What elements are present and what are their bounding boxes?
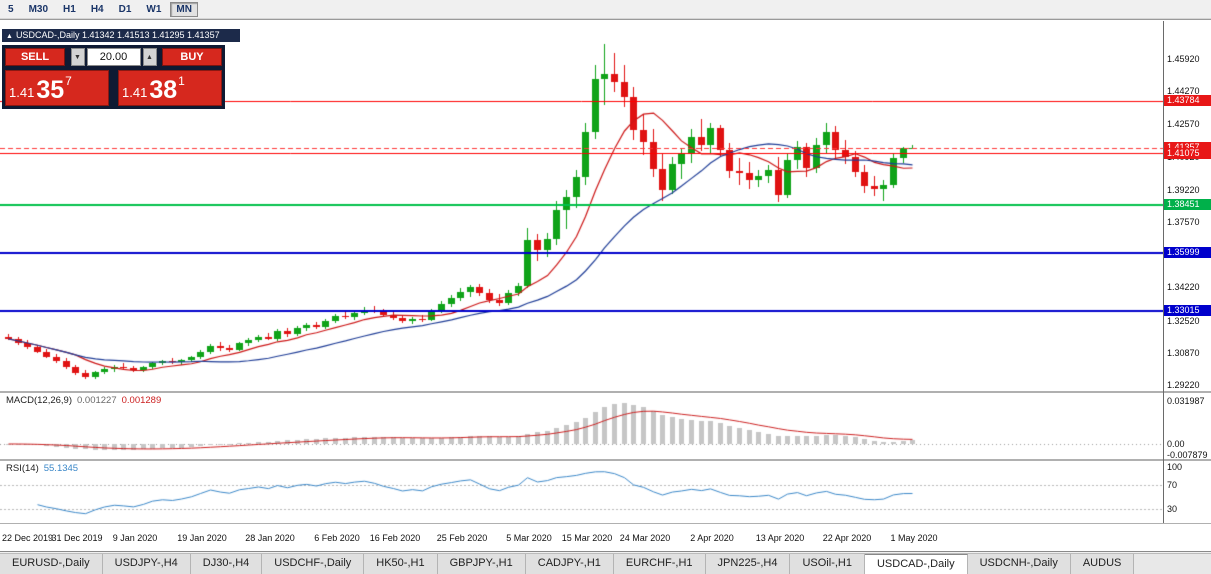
timeframe-button-h4[interactable]: H4 — [90, 3, 104, 15]
timeframe-toolbar: 5 M30 H1 H4 D1 W1 MN — [0, 0, 1211, 19]
price-line-label: 1.43784 — [1164, 95, 1211, 107]
date-axis-separator — [0, 523, 1211, 524]
macd-main-value: 0.001227 — [77, 395, 117, 406]
one-click-trade-panel: SELL ▼ ▲ BUY 1.41 35 7 1.41 38 1 — [2, 45, 225, 109]
date-tick-label: 22 Apr 2020 — [822, 533, 872, 543]
volume-input[interactable] — [86, 48, 141, 66]
chart-tab-hk50-h1[interactable]: HK50-,H1 — [364, 554, 438, 574]
macd-name: MACD(12,26,9) — [6, 395, 72, 406]
macd-panel-separator[interactable] — [0, 391, 1211, 393]
macd-indicator-label: MACD(12,26,9) 0.001227 0.001289 — [6, 395, 161, 406]
bid-price-big-figure: 1.41 — [9, 85, 35, 100]
date-tick-label: 1 May 2020 — [890, 533, 938, 543]
date-tick-label: 25 Feb 2020 — [436, 533, 488, 543]
price-line-label: 1.33015 — [1164, 305, 1211, 317]
date-tick-label: 31 Dec 2019 — [51, 533, 103, 543]
date-tick-label: 6 Feb 2020 — [314, 533, 360, 543]
price-line-label: 1.41075 — [1164, 147, 1211, 159]
rsi-indicator-label: RSI(14) 55.1345 — [6, 463, 78, 474]
chart-tab-usdcad-daily[interactable]: USDCAD-,Daily — [864, 554, 968, 574]
price-tick-label: 1.45920 — [1167, 53, 1200, 64]
timeframe-button-d1[interactable]: D1 — [118, 3, 132, 15]
chart-tab-bar: EURUSD-,Daily USDJPY-,H4 DJ30-,H4 USDCHF-,D… — [0, 553, 1211, 574]
price-tick-label: 1.44270 — [1167, 86, 1200, 97]
price-line-label: 1.35999 — [1164, 247, 1211, 259]
price-tick-label: 1.39220 — [1167, 184, 1200, 195]
timeframe-button-w1[interactable]: W1 — [146, 3, 162, 15]
chart-tab-cadjpy-h1[interactable]: CADJPY-,H1 — [525, 554, 614, 574]
chart-tab-usoil-h1[interactable]: USOil-,H1 — [790, 554, 865, 574]
date-tick-label: 2 Apr 2020 — [690, 533, 734, 543]
volume-increase-button[interactable]: ▲ — [142, 48, 157, 66]
date-tick-label: 22 Dec 2019 — [2, 533, 54, 543]
rsi-axis-label: 70 — [1167, 480, 1178, 490]
macd-indicator-canvas[interactable] — [0, 393, 1163, 459]
chart-tab-dj30-h4[interactable]: DJ30-,H4 — [190, 554, 263, 574]
rsi-axis-label: 30 — [1167, 504, 1178, 514]
chart-ohlc-text: USDCAD-,Daily 1.41342 1.41513 1.41295 1.… — [15, 30, 220, 40]
rsi-axis-label: 100 — [1167, 462, 1183, 472]
macd-axis-label: -0.007879 — [1167, 449, 1208, 460]
volume-decrease-button[interactable]: ▼ — [70, 48, 85, 66]
date-tick-label: 15 Mar 2020 — [561, 533, 613, 543]
macd-signal-value: 0.001289 — [121, 395, 162, 406]
price-tick-label: 1.42570 — [1167, 119, 1200, 130]
price-axis-divider — [1163, 21, 1164, 523]
date-tick-label: 9 Jan 2020 — [112, 533, 158, 543]
trade-panel-price-row: 1.41 35 7 1.41 38 1 — [5, 70, 222, 106]
price-tick-label: 1.37570 — [1167, 216, 1200, 227]
timeframe-button-m30[interactable]: M30 — [28, 3, 49, 15]
macd-axis-label: 0.00 — [1167, 438, 1185, 449]
timeframe-button-5[interactable]: 5 — [8, 3, 14, 15]
date-tick-label: 19 Jan 2020 — [177, 533, 227, 543]
date-axis: 22 Dec 2019 31 Dec 2019 9 Jan 2020 19 Jan 2… — [0, 524, 1211, 551]
sell-button[interactable]: SELL — [5, 48, 65, 66]
date-tick-label: 24 Mar 2020 — [619, 533, 671, 543]
macd-axis-label: 0.031987 — [1167, 396, 1205, 407]
rsi-name: RSI(14) — [6, 463, 39, 474]
rsi-indicator-canvas[interactable] — [0, 461, 1163, 523]
ask-price-pips: 38 — [149, 76, 178, 104]
price-line-label: 1.38451 — [1164, 199, 1211, 211]
price-tick-label: 1.30870 — [1167, 347, 1200, 358]
bid-price-fraction: 7 — [65, 74, 72, 88]
ask-price-big-figure: 1.41 — [122, 85, 148, 100]
rsi-value: 55.1345 — [43, 463, 79, 474]
ask-price-fraction: 1 — [178, 74, 185, 88]
chart-tab-gbpjpy-h1[interactable]: GBPJPY-,H1 — [437, 554, 526, 574]
price-tick-label: 1.34220 — [1167, 282, 1200, 293]
buy-button[interactable]: BUY — [162, 48, 222, 66]
price-tick-label: 1.29220 — [1167, 379, 1200, 390]
timeframe-button-h1[interactable]: H1 — [63, 3, 76, 15]
date-tick-label: 28 Jan 2020 — [245, 533, 295, 543]
chart-title-bar: ▲ USDCAD-,Daily 1.41342 1.41513 1.41295 1… — [2, 29, 240, 42]
chart-tab-eurusd-daily[interactable]: EURUSD-,Daily — [0, 554, 103, 574]
rsi-panel-separator[interactable] — [0, 459, 1211, 461]
timeframe-button-mn[interactable]: MN — [170, 1, 198, 17]
ask-price-box[interactable]: 1.41 38 1 — [118, 70, 222, 106]
price-axis: 1.459201.442701.425701.409201.392201.375… — [1164, 21, 1211, 523]
chart-tab-usdcnh-daily[interactable]: USDCNH-,Daily — [967, 554, 1071, 574]
date-tick-label: 16 Feb 2020 — [369, 533, 421, 543]
trade-panel-collapse-icon[interactable]: ▲ — [6, 33, 13, 40]
price-tick-label: 1.32520 — [1167, 315, 1200, 326]
trade-panel-controls-row: SELL ▼ ▲ BUY — [5, 48, 222, 66]
bid-price-box[interactable]: 1.41 35 7 — [5, 70, 109, 106]
date-tick-label: 5 Mar 2020 — [506, 533, 552, 543]
chart-tab-jpn225-h4[interactable]: JPN225-,H4 — [705, 554, 791, 574]
date-tick-label: 13 Apr 2020 — [755, 533, 805, 543]
chart-tab-eurchf-h1[interactable]: EURCHF-,H1 — [613, 554, 706, 574]
chart-tab-usdchf-daily[interactable]: USDCHF-,Daily — [262, 554, 365, 574]
chart-window: ▲ USDCAD-,Daily 1.41342 1.41513 1.41295 1… — [0, 19, 1211, 552]
chart-tab-usdjpy-h4[interactable]: USDJPY-,H4 — [102, 554, 191, 574]
chart-tab-audus[interactable]: AUDUS — [1070, 554, 1135, 574]
bid-price-pips: 35 — [36, 76, 65, 104]
